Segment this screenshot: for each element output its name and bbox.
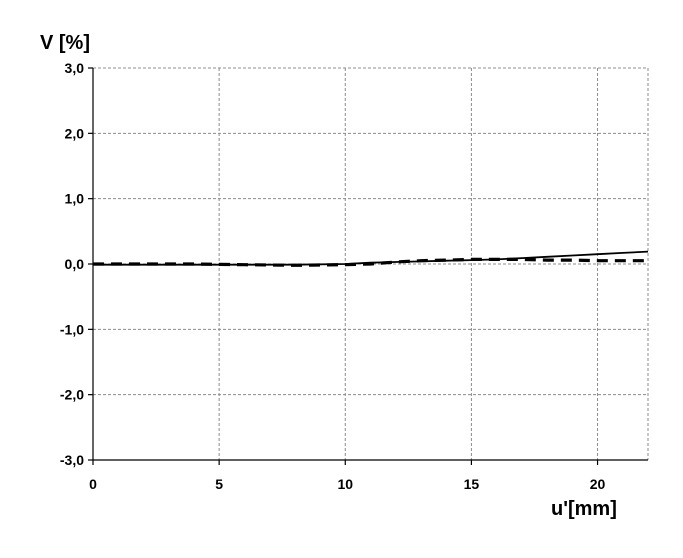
y-tick-label: -3,0 [60,452,84,468]
series-lines [93,250,649,267]
x-tick-label: 5 [215,476,223,492]
series-line-solid [93,250,649,266]
x-axis-title: u'[mm] [551,498,617,520]
x-tick-labels: 0 5 10 15 20 [89,476,605,492]
x-tick-label: 10 [337,476,353,492]
x-tick-label: 20 [590,476,606,492]
y-tick-label: -2,0 [60,387,84,403]
y-tick-label: 3,0 [65,60,85,76]
grid-lines [93,67,649,460]
axes [88,67,648,465]
y-tick-label: -1,0 [60,321,84,337]
x-tick-label: 15 [464,476,480,492]
y-tick-labels: 3,0 2,0 1,0 0,0 -1,0 -2,0 -3,0 [60,60,84,468]
y-tick-label: 0,0 [65,256,85,272]
y-tick-label: 1,0 [65,191,85,207]
x-tick-label: 0 [89,476,97,492]
y-tick-label: 2,0 [65,125,85,141]
y-axis-title: V [%] [40,32,90,54]
